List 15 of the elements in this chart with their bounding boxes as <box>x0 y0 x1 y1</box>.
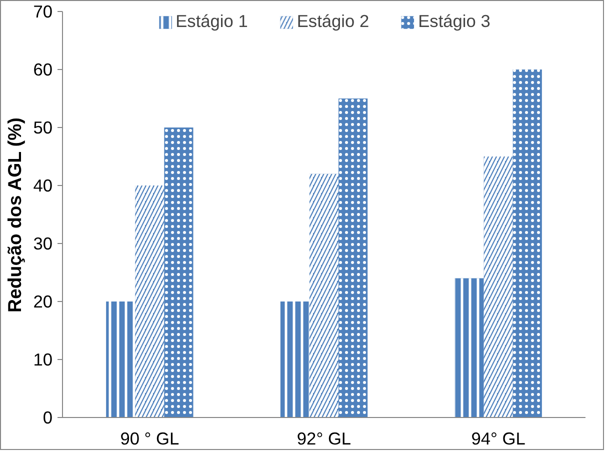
y-tick-label: 40 <box>33 176 53 196</box>
legend-label: Estágio 3 <box>418 11 490 32</box>
x-tick-label: 92° GL <box>296 428 352 448</box>
y-tick-label: 20 <box>33 292 53 312</box>
x-tick-label: 90 ° GL <box>120 428 180 448</box>
y-tick-label: 70 <box>33 2 53 22</box>
x-tick-label: 94° GL <box>471 428 526 448</box>
y-tick-label: 30 <box>33 234 53 254</box>
y-tick-label: 10 <box>33 350 53 370</box>
y-tick-label: 0 <box>42 408 53 428</box>
y-axis-title: Redução dos AGL (%) <box>4 118 26 312</box>
y-tick-label: 50 <box>33 118 53 138</box>
legend-label: Estágio 2 <box>296 11 370 32</box>
y-tick-label: 60 <box>33 60 53 80</box>
legend-label: Estágio 1 <box>176 11 248 32</box>
